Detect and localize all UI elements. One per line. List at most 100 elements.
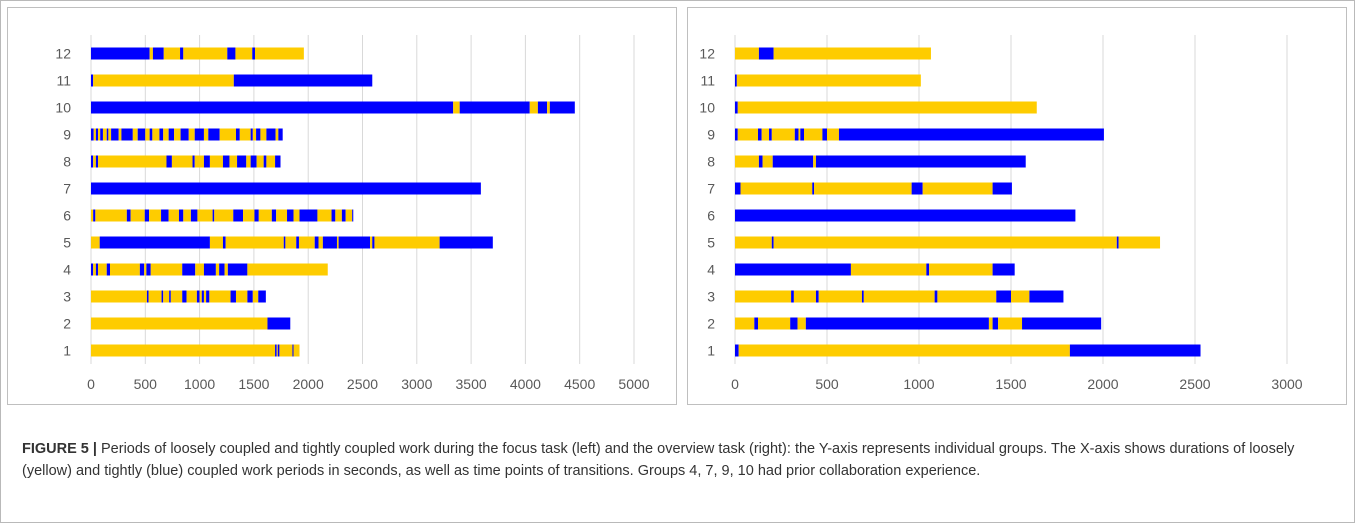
bar-segment-tight bbox=[263, 155, 267, 168]
bar-segment-tight bbox=[794, 128, 799, 141]
bar-segment-tight bbox=[139, 263, 145, 276]
bar-segment-tight bbox=[271, 209, 277, 222]
bar-segment-loose bbox=[937, 290, 997, 303]
bar-segment-tight bbox=[992, 263, 1015, 276]
bar-segment-loose bbox=[203, 290, 207, 303]
y-tick-label: 6 bbox=[63, 208, 71, 224]
y-tick-label: 5 bbox=[707, 235, 715, 251]
x-tick-label: 2000 bbox=[293, 376, 324, 392]
bar-segment-loose bbox=[345, 209, 353, 222]
bar-segment-tight bbox=[178, 209, 184, 222]
y-tick-label: 11 bbox=[700, 73, 715, 89]
bar-segment-tight bbox=[227, 263, 248, 276]
bar-segment-tight bbox=[537, 101, 548, 114]
bar-segment-tight bbox=[754, 317, 758, 330]
bar-segment-loose bbox=[247, 263, 328, 276]
bar-segment-loose bbox=[215, 263, 220, 276]
bar-segment-tight bbox=[91, 263, 94, 276]
bar-segment-tight bbox=[911, 182, 923, 195]
bar-segment-loose bbox=[453, 101, 460, 114]
bar-segment-loose bbox=[224, 263, 228, 276]
bar-segment-loose bbox=[266, 155, 276, 168]
bar-segment-tight bbox=[549, 101, 575, 114]
bar-segment-tight bbox=[1029, 290, 1064, 303]
bar-segment-tight bbox=[254, 209, 259, 222]
bar-segment-tight bbox=[800, 128, 804, 141]
bar-segment-loose bbox=[171, 155, 193, 168]
x-tick-label: 4000 bbox=[510, 376, 541, 392]
bar-segment-loose bbox=[93, 74, 234, 87]
y-tick-label: 8 bbox=[707, 154, 715, 170]
bar-segment-tight bbox=[190, 209, 198, 222]
bar-segment-tight bbox=[227, 47, 236, 60]
bar-segment-loose bbox=[170, 290, 183, 303]
caption-text: Periods of loosely coupled and tightly c… bbox=[22, 441, 1295, 479]
bar-segment-loose bbox=[229, 155, 238, 168]
y-tick-label: 10 bbox=[55, 100, 71, 116]
x-tick-label: 5000 bbox=[618, 376, 649, 392]
bar-segment-loose bbox=[738, 344, 1070, 357]
bar-segment-loose bbox=[529, 101, 538, 114]
x-tick-label: 3000 bbox=[401, 376, 432, 392]
y-tick-label: 2 bbox=[707, 316, 715, 332]
bar-segment-tight bbox=[278, 128, 283, 141]
bar-segment-tight bbox=[815, 290, 819, 303]
y-tick-label: 1 bbox=[63, 343, 71, 359]
bar-segment-loose bbox=[149, 209, 162, 222]
bar-segment-tight bbox=[758, 155, 763, 168]
bar-segment-loose bbox=[737, 128, 758, 141]
bar-segment-loose bbox=[252, 128, 257, 141]
bar-segment-tight bbox=[212, 209, 215, 222]
bar-segment-tight bbox=[758, 128, 762, 141]
bar-segment-loose bbox=[197, 209, 213, 222]
bar-segment-loose bbox=[256, 155, 264, 168]
bar-segment-tight bbox=[283, 236, 286, 249]
bar-segment-loose bbox=[130, 209, 145, 222]
bar-segment-tight bbox=[314, 236, 319, 249]
bar-segment-loose bbox=[95, 209, 127, 222]
bar-segment-tight bbox=[180, 47, 184, 60]
bar-segment-tight bbox=[338, 236, 371, 249]
bar-segment-tight bbox=[91, 182, 481, 195]
bar-segment-tight bbox=[121, 128, 133, 141]
bar-segment-tight bbox=[771, 236, 774, 249]
bar-segment-loose bbox=[118, 128, 122, 141]
bar-segment-loose bbox=[110, 263, 140, 276]
x-tick-label: 0 bbox=[87, 376, 95, 392]
bar-segment-loose bbox=[276, 209, 288, 222]
bar-segment-tight bbox=[735, 209, 1076, 222]
y-tick-label: 2 bbox=[63, 316, 71, 332]
bar-segment-loose bbox=[279, 344, 293, 357]
bar-segment-tight bbox=[277, 344, 280, 357]
bar-segment-loose bbox=[93, 155, 96, 168]
y-tick-label: 9 bbox=[707, 127, 715, 143]
bar-segment-tight bbox=[106, 263, 111, 276]
y-tick-label: 5 bbox=[63, 235, 71, 251]
bar-segment-tight bbox=[180, 128, 189, 141]
bar-segment-loose bbox=[183, 47, 228, 60]
bar-segment-tight bbox=[235, 128, 240, 141]
bar-segment-loose bbox=[813, 155, 816, 168]
bar-segment-tight bbox=[146, 263, 151, 276]
bar-segment-tight bbox=[838, 128, 1104, 141]
bar-segment-loose bbox=[547, 101, 550, 114]
bar-segment-tight bbox=[222, 155, 230, 168]
x-tick-label: 3500 bbox=[456, 376, 487, 392]
bar-segment-loose bbox=[758, 317, 791, 330]
bar-segment-loose bbox=[150, 263, 183, 276]
bar-segment-tight bbox=[91, 101, 454, 114]
y-tick-label: 12 bbox=[55, 46, 71, 62]
bar-segment-loose bbox=[132, 128, 138, 141]
bar-segment-tight bbox=[144, 209, 150, 222]
y-tick-label: 10 bbox=[699, 100, 715, 116]
bar-segment-tight bbox=[1069, 344, 1201, 357]
bar-segment-loose bbox=[235, 290, 248, 303]
bar-segment-tight bbox=[169, 290, 171, 303]
bar-segment-tight bbox=[822, 128, 827, 141]
bar-segment-tight bbox=[252, 47, 255, 60]
bar-segment-loose bbox=[335, 209, 342, 222]
bar-segment-tight bbox=[772, 155, 814, 168]
bar-segment-tight bbox=[233, 74, 373, 87]
bar-segment-loose bbox=[798, 128, 801, 141]
bar-segment-tight bbox=[996, 290, 1011, 303]
